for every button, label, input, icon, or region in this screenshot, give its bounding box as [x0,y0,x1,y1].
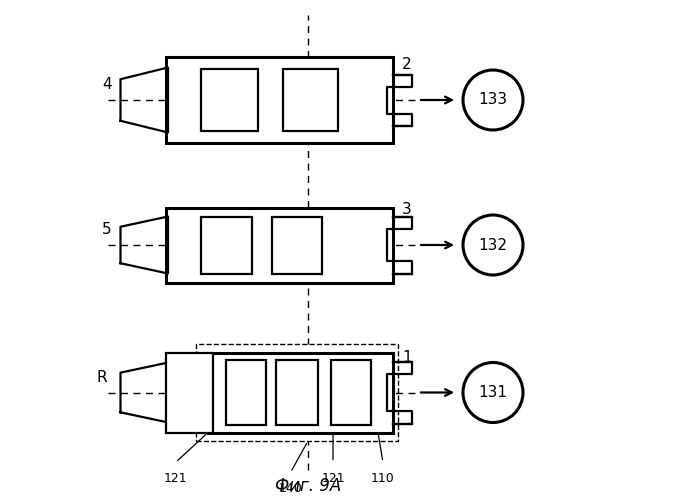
Text: 133: 133 [479,92,508,108]
Circle shape [463,362,523,422]
Text: 121: 121 [321,472,345,486]
Text: 132: 132 [479,238,508,252]
Text: 121: 121 [164,472,187,486]
Bar [201,69,258,131]
Bar [226,360,266,425]
Text: 131: 131 [479,385,508,400]
Text: 140: 140 [279,482,302,496]
Bar [283,69,338,131]
Text: 4: 4 [102,78,112,92]
Bar [331,360,370,425]
Bar [201,216,252,274]
Circle shape [463,215,523,275]
Text: 1: 1 [402,350,412,365]
Bar [208,352,393,432]
Bar [195,344,398,441]
Text: Фиг. 9A: Фиг. 9A [275,477,341,495]
Bar [166,58,393,142]
Text: 5: 5 [102,222,112,238]
Circle shape [463,70,523,130]
Text: 110: 110 [371,472,395,486]
Bar [272,216,322,274]
Text: 3: 3 [402,202,412,218]
Text: 2: 2 [402,58,412,72]
Bar [166,352,213,432]
Bar [166,208,393,282]
Bar [276,360,318,425]
Text: R: R [97,370,107,385]
